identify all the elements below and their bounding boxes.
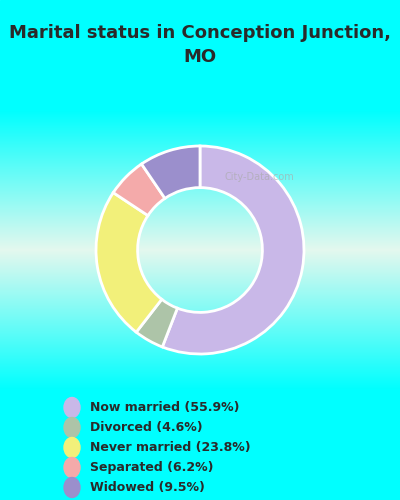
Circle shape xyxy=(64,418,80,438)
Text: Marital status in Conception Junction,
MO: Marital status in Conception Junction, M… xyxy=(9,24,391,66)
Wedge shape xyxy=(96,192,162,332)
Circle shape xyxy=(64,438,80,458)
Text: Never married (23.8%): Never married (23.8%) xyxy=(90,441,251,454)
Wedge shape xyxy=(162,146,304,354)
Circle shape xyxy=(64,398,80,417)
Circle shape xyxy=(64,478,80,498)
Text: Widowed (9.5%): Widowed (9.5%) xyxy=(90,481,205,494)
Circle shape xyxy=(64,458,80,477)
Wedge shape xyxy=(142,146,200,199)
Text: Divorced (4.6%): Divorced (4.6%) xyxy=(90,421,203,434)
Wedge shape xyxy=(136,300,177,347)
Text: Now married (55.9%): Now married (55.9%) xyxy=(90,401,240,414)
Wedge shape xyxy=(113,164,165,216)
Text: Separated (6.2%): Separated (6.2%) xyxy=(90,461,214,474)
Text: City-Data.com: City-Data.com xyxy=(225,172,295,182)
